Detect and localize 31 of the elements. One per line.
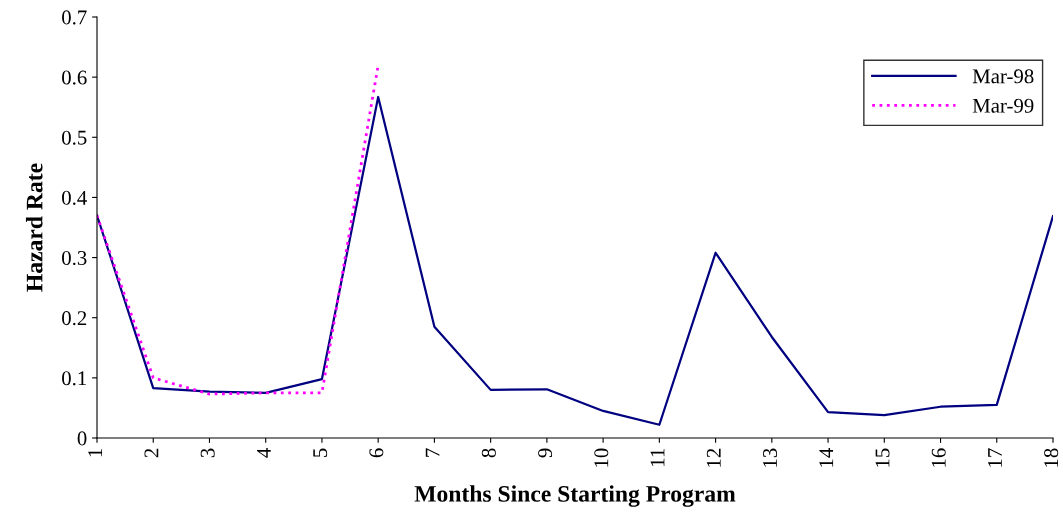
y-axis-title: Hazard Rate: [25, 163, 43, 292]
x-tick-label: 1: [88, 448, 103, 457]
x-tick-label: 3: [200, 448, 215, 458]
x-tick-label: 13: [763, 448, 778, 467]
line-series: [97, 95, 1053, 426]
x-tick-label: 10: [594, 448, 609, 467]
legend-label: Mar-99: [972, 98, 1034, 113]
x-tick-label: 4: [257, 448, 271, 458]
x-tick-label: 6: [369, 448, 384, 458]
legend-label: Mar-98: [972, 69, 1034, 84]
x-tick-label: 2: [144, 448, 159, 458]
x-axis-title: Months Since Starting Program: [414, 485, 736, 507]
x-tick-label: 5: [313, 448, 328, 457]
x-tick-label: 15: [875, 448, 890, 467]
y-tick-label: 0.5: [62, 130, 87, 145]
y-tick-label: 0.6: [62, 70, 87, 85]
y-tick-label: 0.7: [62, 10, 87, 25]
y-tick-label: 0.3: [62, 250, 87, 266]
x-tick-label: 9: [538, 448, 553, 458]
x-tick-label: 17: [988, 448, 1002, 467]
y-tick-label: 0: [77, 431, 87, 446]
y-tick-label: 0.2: [62, 311, 87, 326]
x-tick-label: 18: [1044, 448, 1059, 467]
y-tick-label: 0.1: [62, 371, 87, 386]
x-tick-label: 7: [425, 448, 440, 457]
x-tick-label: 14: [819, 448, 834, 467]
x-tick-label: 11: [650, 448, 665, 466]
x-tick-label: 12: [706, 448, 721, 467]
x-tick-label: 8: [481, 448, 496, 458]
y-tick-label: 0.4: [62, 190, 87, 205]
x-tick-label: 16: [931, 448, 946, 467]
